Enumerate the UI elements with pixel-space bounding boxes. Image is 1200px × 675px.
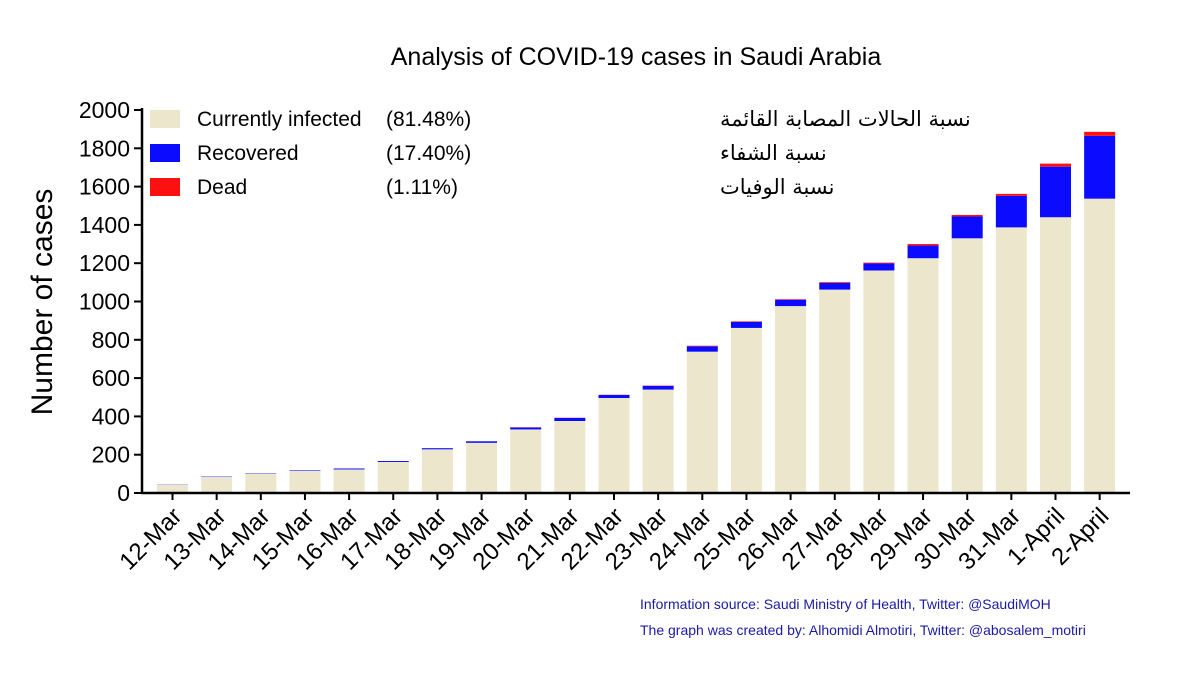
y-tick-label: 2000	[79, 97, 130, 123]
legend-swatch-currently-infected	[150, 110, 180, 128]
legend-percent: (17.40%)	[386, 142, 471, 165]
bar-currently-infected-26-mar	[775, 306, 807, 493]
y-axis-label: Number of cases	[26, 189, 59, 416]
bar-recovered-30-mar	[951, 216, 983, 239]
bar-currently-infected-16-mar	[333, 469, 365, 493]
bar-currently-infected-27-mar	[819, 289, 851, 493]
legend-percent: (81.48%)	[386, 108, 471, 131]
bar-recovered-21-mar	[554, 417, 586, 421]
bar-dead-31-mar	[995, 193, 1027, 196]
bar-recovered-28-mar	[863, 263, 895, 271]
bar-currently-infected-25-mar	[730, 327, 762, 493]
bar-currently-infected-2-april	[1084, 198, 1116, 493]
legend-label: Currently infected	[197, 108, 362, 131]
bar-recovered-23-mar	[642, 385, 674, 390]
y-tick-label: 800	[92, 327, 130, 353]
y-tick-label: 1800	[79, 135, 130, 161]
bar-recovered-27-mar	[819, 282, 851, 290]
bar-currently-infected-1-april	[1040, 217, 1071, 494]
legend-percent: (1.11%)	[386, 176, 458, 199]
y-tick-label: 1200	[79, 250, 130, 276]
bar-recovered-26-mar	[775, 299, 807, 307]
bar-recovered-24-mar	[686, 346, 718, 352]
legend-arabic-label: نسبة الشفاء	[720, 141, 827, 165]
bar-currently-infected-30-mar	[951, 238, 983, 493]
y-tick-label: 1000	[79, 289, 130, 315]
bar-dead-30-mar	[951, 214, 983, 217]
y-tick-label: 1400	[79, 212, 130, 238]
bar-dead-29-mar	[907, 244, 939, 246]
bar-recovered-31-mar	[995, 195, 1027, 228]
legend-label: Dead	[197, 176, 247, 199]
bar-currently-infected-17-mar	[377, 461, 409, 493]
credit-annotation: The graph was created by: Alhomidi Almot…	[640, 622, 1086, 638]
bar-dead-28-mar	[863, 262, 895, 264]
bar-currently-infected-19-mar	[466, 442, 498, 493]
bar-recovered-29-mar	[907, 245, 939, 259]
source-annotation: Information source: Saudi Ministry of He…	[640, 596, 1051, 612]
bar-currently-infected-20-mar	[510, 429, 542, 493]
bar-currently-infected-22-mar	[598, 398, 630, 493]
bar-recovered-2-april	[1084, 135, 1116, 199]
legend-arabic-label: نسبة الحالات المصابة القائمة	[720, 107, 971, 131]
bar-recovered-16-mar	[333, 468, 365, 470]
bar-dead-25-mar	[730, 321, 762, 322]
chart-title: Analysis of COVID-19 cases in Saudi Arab…	[391, 43, 882, 71]
legend-swatch-recovered	[150, 144, 180, 162]
legend-label: Recovered	[197, 142, 299, 165]
bar-dead-2-april	[1084, 131, 1116, 136]
bar-currently-infected-29-mar	[907, 258, 939, 493]
bar-recovered-1-april	[1040, 166, 1071, 218]
y-tick-label: 200	[92, 442, 130, 468]
bar-currently-infected-12-mar	[157, 484, 188, 493]
bar-currently-infected-28-mar	[863, 270, 895, 493]
bars-group	[157, 131, 1116, 494]
y-tick-label: 400	[92, 403, 130, 429]
bar-recovered-19-mar	[466, 441, 498, 443]
bar-currently-infected-18-mar	[421, 449, 453, 493]
y-tick-label: 1600	[79, 174, 130, 200]
bar-currently-infected-14-mar	[245, 473, 277, 493]
bar-dead-27-mar	[819, 282, 851, 283]
legend-swatch-dead	[150, 178, 180, 196]
bar-currently-infected-15-mar	[289, 470, 321, 493]
bar-recovered-15-mar	[289, 470, 321, 471]
bar-recovered-20-mar	[510, 427, 542, 430]
bar-recovered-17-mar	[377, 461, 409, 462]
legend-arabic-label: نسبة الوفيات	[720, 175, 834, 199]
bar-currently-infected-24-mar	[686, 351, 718, 493]
legend: Currently infected (81.48%) نسبة الحالات ا…	[150, 107, 971, 199]
bar-recovered-22-mar	[598, 394, 630, 399]
bar-currently-infected-23-mar	[642, 389, 674, 493]
bar-dead-24-mar	[686, 345, 718, 347]
bar-dead-26-mar	[775, 299, 807, 300]
bar-currently-infected-31-mar	[995, 227, 1027, 493]
bar-recovered-18-mar	[421, 448, 453, 450]
bar-currently-infected-13-mar	[201, 476, 233, 493]
y-tick-label: 0	[117, 480, 130, 506]
y-tick-label: 600	[92, 365, 130, 391]
bar-currently-infected-21-mar	[554, 421, 586, 493]
bar-dead-1-april	[1040, 163, 1071, 167]
bar-recovered-25-mar	[730, 321, 762, 328]
